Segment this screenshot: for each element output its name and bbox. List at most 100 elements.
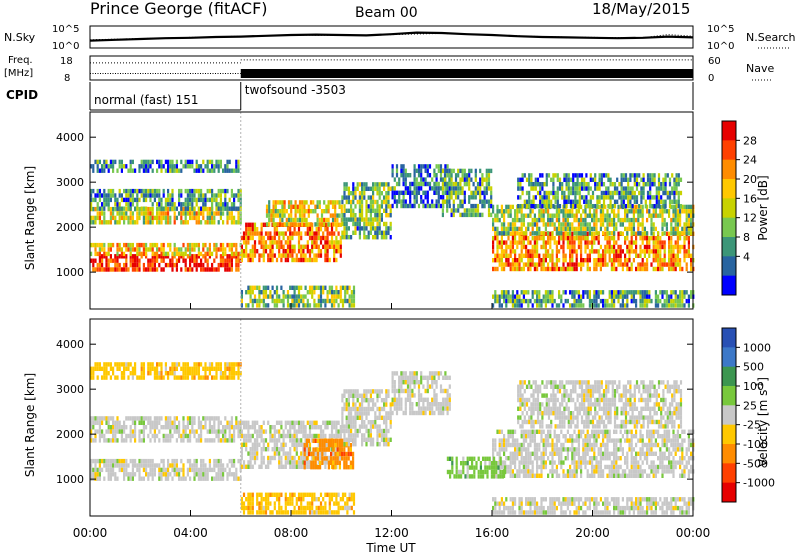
heat-cell-vel-data-0 <box>138 472 141 477</box>
heat-cell-vel-data-0 <box>228 467 231 473</box>
heat-cell-power-data-11 <box>496 213 499 218</box>
heat-cell-power-data-7 <box>341 235 344 240</box>
heat-cell-power-data-0 <box>213 258 216 263</box>
heat-cell-power-data-13 <box>264 285 268 290</box>
heat-cell-vel-data-3 <box>291 425 294 430</box>
heat-cell-power-data-13 <box>339 290 342 295</box>
heat-cell-power-data-3 <box>171 188 174 194</box>
heat-cell-vel-data-2 <box>103 375 106 380</box>
heat-cell-power-data-12 <box>521 186 524 191</box>
heat-cell-power-data-13 <box>271 294 274 299</box>
heat-cell-power-data-9 <box>457 208 460 213</box>
heat-cell-power-data-11 <box>531 209 534 214</box>
heat-cell-power-data-4 <box>184 159 187 165</box>
heat-cell-power-data-10 <box>564 258 567 263</box>
heat-cell-power-data-12 <box>622 173 625 178</box>
heat-cell-power-data-0 <box>224 262 227 268</box>
heat-cell-power-data-4 <box>138 168 141 173</box>
heat-cell-vel-data-3 <box>300 442 303 447</box>
heat-cell-power-data-10 <box>615 240 618 245</box>
heat-cell-power-data-3 <box>213 193 216 198</box>
heat-cell-vel-data-1 <box>228 420 231 425</box>
heat-cell-power-data-10 <box>538 253 541 258</box>
heat-cell-power-data-11 <box>619 217 622 223</box>
heat-cell-power-data-5 <box>333 249 336 254</box>
heat-cell-power-data-13 <box>300 294 303 299</box>
heat-cell-power-data-6 <box>309 209 313 214</box>
heat-cell-vel-data-0 <box>96 476 99 481</box>
heat-cell-vel-data-3 <box>313 420 316 425</box>
heat-cell-power-data-3 <box>208 197 211 203</box>
heat-cell-power-data-4 <box>96 164 99 169</box>
heat-cell-power-data-4 <box>235 164 238 169</box>
heat-cell-vel-data-0 <box>228 472 231 477</box>
heat-cell-vel-data-3 <box>240 464 243 469</box>
heat-cell-power-data-12 <box>550 177 553 182</box>
heat-cell-power-data-0 <box>131 254 134 259</box>
heat-cell-power-data-7 <box>376 186 379 191</box>
heat-cell-power-data-13 <box>240 290 243 295</box>
heat-cell-vel-data-0 <box>217 472 220 477</box>
heat-cell-power-data-9 <box>454 208 458 213</box>
heat-cell-power-data-9 <box>481 203 484 209</box>
heat-cell-power-data-5 <box>280 240 283 245</box>
heat-cell-vel-data-1 <box>208 420 211 425</box>
ytick-label-1: 2000 <box>56 221 84 234</box>
heat-cell-power-data-9 <box>490 186 493 191</box>
heat-cell-vel-data-3 <box>300 425 303 430</box>
heat-cell-power-data-5 <box>264 240 268 245</box>
heat-cell-power-data-6 <box>329 200 332 205</box>
heat-cell-vel-data-3 <box>295 460 298 465</box>
heat-cell-power-data-12 <box>633 199 636 204</box>
heat-cell-power-data-11 <box>533 217 536 223</box>
heat-cell-power-data-10 <box>509 253 512 258</box>
heat-cell-power-data-14 <box>494 294 497 299</box>
heat-cell-power-data-10 <box>503 249 506 254</box>
heat-cell-power-data-10 <box>639 262 642 267</box>
colorbar-swatch-0 <box>722 121 736 141</box>
heat-cell-power-data-8 <box>437 190 440 195</box>
heat-cell-vel-data-3 <box>273 455 276 461</box>
heat-cell-power-data-3 <box>131 188 134 194</box>
heat-cell-power-data-12 <box>554 199 557 204</box>
heat-cell-power-data-9 <box>479 195 482 200</box>
heat-cell-power-data-8 <box>417 190 421 195</box>
heat-cell-power-data-3 <box>125 193 128 198</box>
heat-cell-power-data-8 <box>435 203 438 209</box>
heat-cell-vel-data-1 <box>167 425 170 430</box>
heat-cell-power-data-14 <box>604 298 607 304</box>
heat-cell-power-data-11 <box>520 217 523 223</box>
heat-cell-vel-data-2 <box>180 366 183 371</box>
heat-cell-power-data-8 <box>413 177 416 182</box>
heat-cell-power-data-4 <box>156 159 159 165</box>
heat-cell-power-data-1 <box>228 247 231 252</box>
heat-cell-power-data-12 <box>618 190 621 196</box>
heat-cell-power-data-9 <box>448 181 451 187</box>
heat-cell-power-data-8 <box>393 186 396 191</box>
heat-cell-power-data-0 <box>202 254 205 259</box>
heat-cell-power-data-3 <box>129 206 132 211</box>
heat-cell-vel-data-3 <box>293 455 296 461</box>
heat-cell-power-data-4 <box>149 159 152 165</box>
heat-cell-power-data-1 <box>230 242 233 248</box>
heat-cell-vel-data-1 <box>167 416 170 421</box>
heat-cell-power-data-12 <box>671 173 674 178</box>
heat-cell-power-data-14 <box>630 298 633 304</box>
heat-cell-power-data-10 <box>571 240 574 245</box>
heat-cell-power-data-8 <box>424 203 427 209</box>
heat-cell-power-data-3 <box>171 206 174 211</box>
heat-cell-power-data-0 <box>125 267 128 272</box>
heat-cell-power-data-7 <box>387 186 390 191</box>
heat-cell-vel-data-1 <box>120 425 123 430</box>
heat-cell-vel-data-3 <box>260 438 263 443</box>
heat-cell-power-data-10 <box>595 249 598 254</box>
heat-cell-power-data-11 <box>613 231 616 236</box>
heat-cell-vel-data-2 <box>173 371 176 376</box>
heat-cell-vel-data-3 <box>273 433 276 439</box>
heat-cell-power-data-12 <box>609 195 612 200</box>
heat-cell-power-data-14 <box>626 294 629 299</box>
heat-cell-vel-data-2 <box>180 375 183 380</box>
heat-cell-power-data-11 <box>584 222 587 227</box>
heat-cell-power-data-9 <box>457 168 460 174</box>
heat-cell-power-data-4 <box>189 159 192 165</box>
